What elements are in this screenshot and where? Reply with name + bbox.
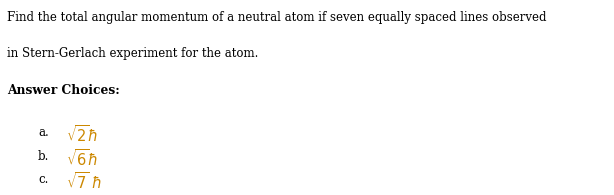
Text: Answer Choices:: Answer Choices: xyxy=(7,84,120,97)
Text: $\sqrt{7}\;\hbar$: $\sqrt{7}\;\hbar$ xyxy=(66,171,103,192)
Text: c.: c. xyxy=(38,173,49,186)
Text: in Stern-Gerlach experiment for the atom.: in Stern-Gerlach experiment for the atom… xyxy=(7,47,258,60)
Text: Find the total angular momentum of a neutral atom if seven equally spaced lines : Find the total angular momentum of a neu… xyxy=(7,11,547,24)
Text: b.: b. xyxy=(38,150,50,163)
Text: $\sqrt{6}\hbar$: $\sqrt{6}\hbar$ xyxy=(66,148,98,169)
Text: a.: a. xyxy=(38,126,49,139)
Text: $\sqrt{2}\hbar$: $\sqrt{2}\hbar$ xyxy=(66,124,98,145)
